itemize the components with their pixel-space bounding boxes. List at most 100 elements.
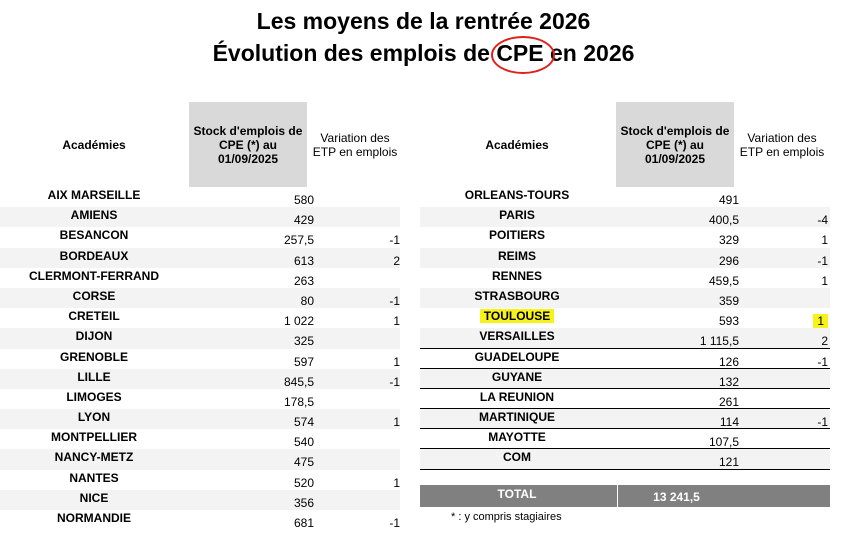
table-row: REIMS 296 -1 bbox=[420, 247, 830, 268]
variation-value bbox=[310, 207, 400, 227]
table-row: COM 121 bbox=[420, 449, 830, 470]
total-label: TOTAL bbox=[497, 487, 537, 501]
academy-name: VERSAILLES bbox=[479, 329, 555, 344]
table-row: CORSE 80 -1 bbox=[0, 287, 400, 309]
stock-value: 257,5 bbox=[283, 233, 314, 248]
table-row: AIX MARSEILLE 580 bbox=[0, 187, 400, 207]
stock-value: 574 bbox=[293, 415, 314, 430]
variation-value bbox=[736, 429, 828, 448]
variation-value bbox=[310, 490, 400, 510]
variation-value bbox=[736, 369, 828, 388]
table-row: RENNES 459,5 1 bbox=[420, 268, 830, 288]
stock-value: 580 bbox=[293, 193, 314, 207]
variation-value bbox=[310, 328, 400, 348]
table-row: PARIS 400,5 -4 bbox=[420, 207, 830, 228]
variation-value bbox=[736, 187, 828, 207]
stock-value: 1 115,5 bbox=[699, 334, 739, 349]
stock-value: 329 bbox=[718, 233, 739, 248]
table-row: NANTES 520 1 bbox=[0, 470, 400, 490]
table-row: LA REUNION 261 bbox=[420, 389, 830, 410]
variation-value: -1 bbox=[817, 415, 828, 430]
stock-value: 325 bbox=[293, 334, 314, 349]
variation-value: 1 bbox=[736, 308, 828, 329]
variation-value bbox=[310, 429, 400, 449]
variation-value bbox=[736, 389, 828, 408]
variation-value bbox=[736, 449, 828, 468]
table-row: NORMANDIE 681 -1 bbox=[0, 510, 400, 530]
table-row: MONTPELLIER 540 bbox=[0, 429, 400, 449]
variation-value bbox=[310, 389, 400, 409]
stock-value: 107,5 bbox=[708, 435, 739, 450]
variation-value: -1 bbox=[817, 253, 828, 268]
footnote: * : y compris stagiaires bbox=[451, 511, 562, 523]
table-row: VERSAILLES 1 115,5 2 bbox=[420, 328, 830, 349]
table-row: MAYOTTE 107,5 bbox=[420, 429, 830, 450]
header-stock: Stock d'emplois de CPE (*) au 01/09/2025 bbox=[189, 102, 307, 187]
academy-name: NICE bbox=[79, 490, 109, 505]
cpe-circled-text: CPE bbox=[491, 36, 556, 74]
stock-value: 80 bbox=[300, 293, 314, 308]
stock-value: 429 bbox=[293, 213, 314, 228]
stock-value: 845,5 bbox=[283, 374, 314, 389]
red-circle-annotation bbox=[491, 36, 556, 74]
stock-value: 400,5 bbox=[708, 213, 739, 228]
academy-name: GUADELOUPE bbox=[474, 349, 560, 364]
academy-name: MONTPELLIER bbox=[51, 430, 137, 445]
table-row: LYON 574 1 bbox=[0, 409, 400, 430]
page-subtitle: Évolution des emplois de CPE en 2026 bbox=[0, 36, 847, 74]
variation-value: -1 bbox=[389, 516, 400, 530]
academy-name: CRETEIL bbox=[68, 309, 120, 324]
variation-value: -1 bbox=[389, 293, 400, 308]
stock-value: 459,5 bbox=[708, 273, 739, 288]
table-row: AMIENS 429 bbox=[0, 207, 400, 228]
left-rows: AIX MARSEILLE 580 AMIENS 429 BESANCON 257,5 -1… bbox=[0, 187, 400, 530]
table-row: CLERMONT-FERRAND 263 bbox=[0, 268, 400, 288]
table-row: BORDEAUX 613 2 bbox=[0, 247, 400, 268]
academy-name: ORLEANS-TOURS bbox=[464, 188, 570, 202]
header-academies-right: Académies bbox=[485, 137, 549, 152]
stock-value: 132 bbox=[718, 374, 739, 389]
variation-value bbox=[736, 288, 828, 308]
stock-value: 296 bbox=[718, 253, 739, 268]
stock-value: 114 bbox=[719, 415, 739, 430]
subtitle-suffix: en 2026 bbox=[543, 40, 635, 66]
table-row: DIJON 325 bbox=[0, 328, 400, 349]
highlighted-variation: 1 bbox=[813, 314, 828, 329]
table-row: GUADELOUPE 126 -1 bbox=[420, 349, 830, 369]
header-academies: Académies bbox=[62, 137, 126, 152]
variation-value: 1 bbox=[393, 475, 400, 490]
stock-value: 520 bbox=[293, 475, 314, 490]
stock-value: 613 bbox=[293, 253, 314, 268]
stock-value: 126 bbox=[718, 354, 739, 369]
academy-name: NANCY-METZ bbox=[54, 450, 134, 465]
academy-name: LA REUNION bbox=[479, 389, 555, 404]
academy-name: DIJON bbox=[75, 329, 113, 344]
stock-value: 261 bbox=[718, 394, 739, 409]
variation-value: 1 bbox=[393, 354, 400, 369]
table-row: LILLE 845,5 -1 bbox=[0, 368, 400, 389]
stock-value: 593 bbox=[718, 314, 739, 329]
stock-value: 359 bbox=[718, 293, 739, 308]
variation-value bbox=[310, 268, 400, 288]
variation-value: 1 bbox=[393, 314, 400, 329]
variation-value: -4 bbox=[817, 213, 828, 228]
stock-value: 356 bbox=[293, 495, 314, 510]
stock-value: 540 bbox=[293, 435, 314, 450]
stock-value: 1 022 bbox=[283, 314, 314, 329]
page-title: Les moyens de la rentrée 2026 bbox=[256, 8, 591, 34]
table-row: TOULOUSE 593 1 bbox=[420, 308, 830, 329]
academy-name: AMIENS bbox=[70, 208, 118, 223]
right-rows: ORLEANS-TOURS 491 PARIS 400,5 -4 POITIERS 329 1… bbox=[420, 187, 830, 470]
highlighted-academy-name: TOULOUSE bbox=[479, 309, 555, 324]
table-row: CRETEIL 1 022 1 bbox=[0, 308, 400, 328]
variation-value: -1 bbox=[389, 374, 400, 389]
academy-name: BESANCON bbox=[59, 228, 129, 243]
variation-value: -1 bbox=[817, 354, 828, 369]
academy-name: CORSE bbox=[72, 288, 116, 303]
table-row: BESANCON 257,5 -1 bbox=[0, 227, 400, 247]
table-row: GRENOBLE 597 1 bbox=[0, 349, 400, 369]
academy-name: MAYOTTE bbox=[488, 430, 546, 445]
table-row: NICE 356 bbox=[0, 489, 400, 510]
table-row: ORLEANS-TOURS 491 bbox=[420, 187, 830, 207]
variation-value: 1 bbox=[393, 415, 400, 430]
